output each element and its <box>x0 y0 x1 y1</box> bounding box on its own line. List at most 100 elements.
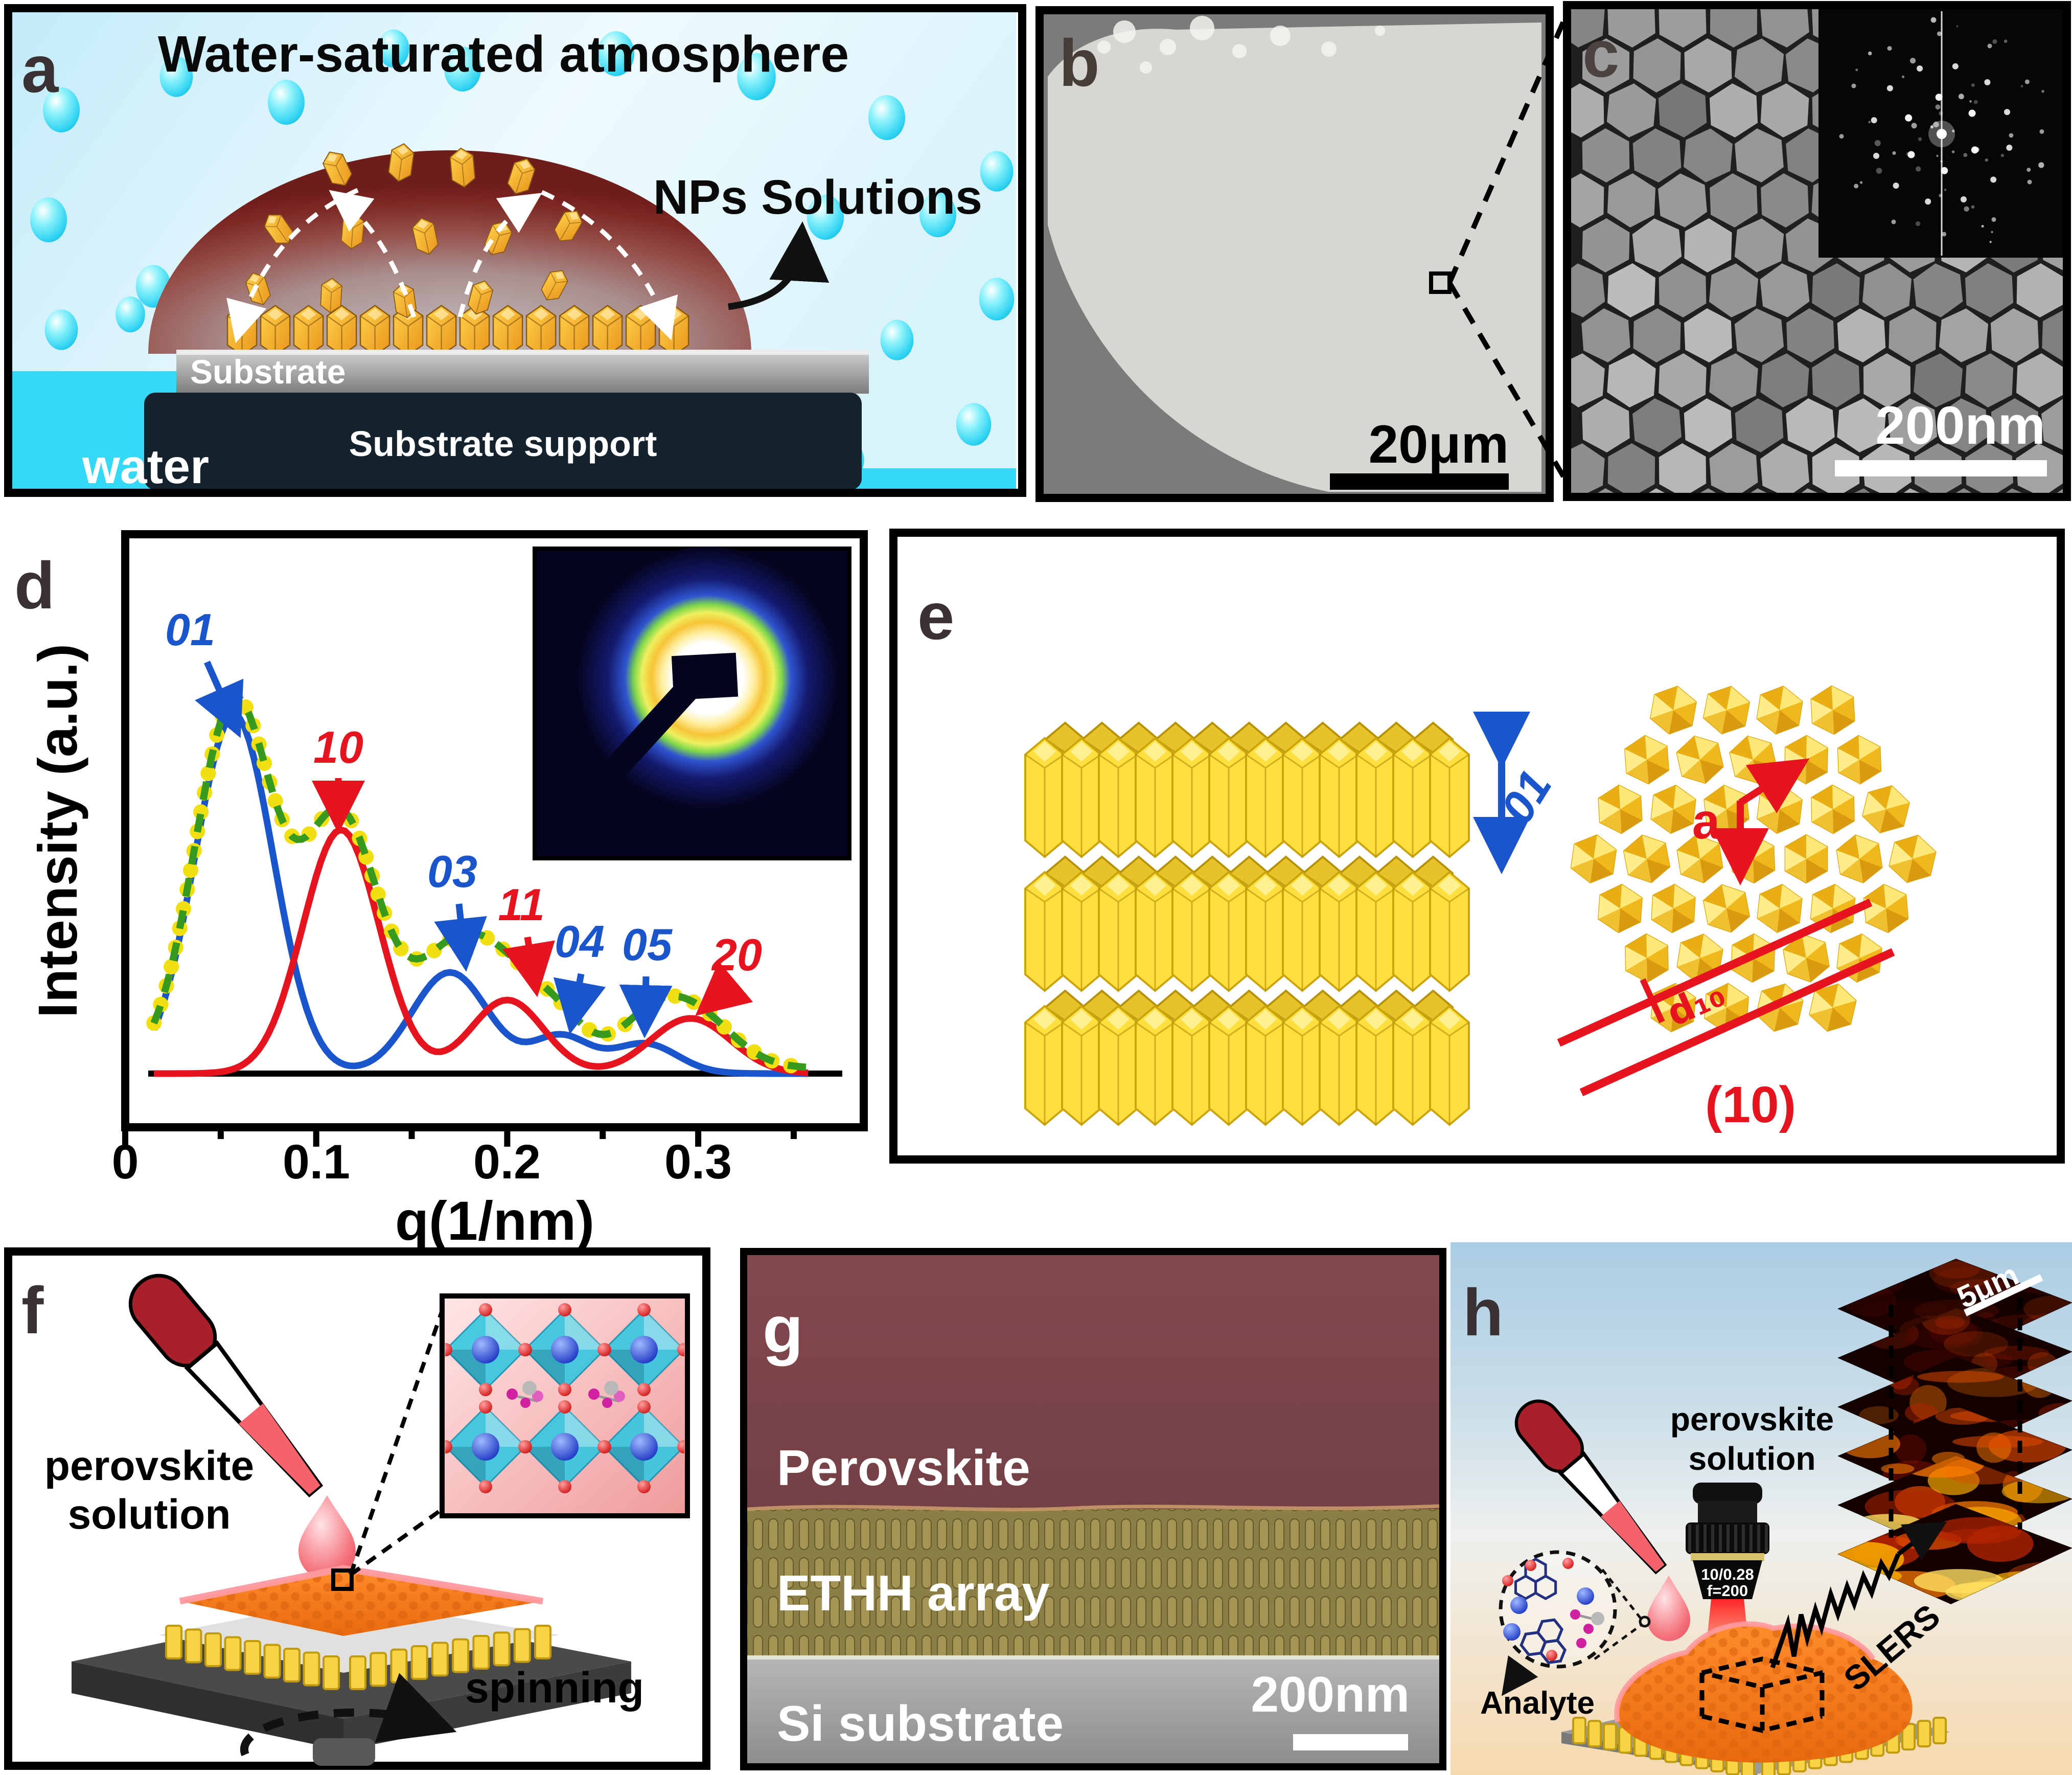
xtick-0.1: 0.1 <box>283 1135 350 1189</box>
nps-solutions-label: NPs Solutions <box>653 170 982 224</box>
x-axis-ticks <box>122 1127 797 1147</box>
analyte-molecules <box>1502 1558 1604 1667</box>
water-vapor-droplets <box>30 29 1015 480</box>
spectrum-to-stack-arrow <box>1897 1521 1947 1561</box>
lattice-vector-a-label: a <box>1692 793 1721 849</box>
panel-a-growth-schematic: a Water-saturated atmosphere NPs Solutio… <box>4 4 1026 497</box>
objective-spec-line1: 10/0.28 <box>1701 1565 1754 1583</box>
sem-speckles <box>1097 16 1385 74</box>
panel-h-slers-schematic: h perovskite solution 5μm 10/0.28 f=200 <box>1451 1242 2072 1775</box>
panel-b-scale-bar <box>1330 473 1509 490</box>
panel-f-label: f <box>21 1273 44 1348</box>
beamstop-arm <box>562 684 696 825</box>
inset-connector-f <box>349 1305 446 1577</box>
spinning-label: spinning <box>465 1664 644 1712</box>
substrate-support-block <box>144 393 862 490</box>
xtick-0.2: 0.2 <box>473 1135 541 1189</box>
panel-c-border <box>1563 1 2071 501</box>
panel-a-title: Water-saturated atmosphere <box>158 26 849 83</box>
peak-label-04: 04 <box>555 916 605 967</box>
panel-b-border <box>1035 6 1554 502</box>
analyte-magnifier-circle <box>1499 1550 1617 1669</box>
peak-label-10: 10 <box>313 722 363 772</box>
xtick-0: 0 <box>112 1135 139 1189</box>
convection-flow-arrows <box>226 188 678 344</box>
panel-c-label: c <box>1582 16 1619 91</box>
beamstop <box>671 652 739 700</box>
spinning-arrow <box>240 1673 457 1757</box>
sem-flake <box>1048 22 1541 492</box>
dropper-f <box>128 1273 324 1497</box>
analyte-point <box>1639 1615 1651 1628</box>
panel-h-label: h <box>1463 1275 1503 1350</box>
perovskite-solution-line1-f: perovskite <box>44 1443 254 1489</box>
zoom-marker-f <box>331 1568 354 1591</box>
substrate-support-label: Substrate support <box>349 424 657 464</box>
layered-prism-stack <box>1024 722 1470 1126</box>
x-axis-label: q(1/nm) <box>395 1190 594 1251</box>
y-axis-label: Intensity (a.u.) <box>27 644 88 1018</box>
panel-g-crosssection-sem: g Perovskite ETHH array Si substrate 200… <box>740 1248 1446 1770</box>
perovskite-layer-label: Perovskite <box>777 1440 1030 1496</box>
substrate-bar <box>176 355 869 394</box>
x-tick-labels: 0 0.1 0.2 0.3 <box>112 1135 732 1189</box>
panel-e-structure-model: e 01 a d₁₀ (10) <box>889 529 2065 1164</box>
panel-b-sem-overview: b 20μm <box>1035 6 1570 502</box>
peak-label-01: 01 <box>165 604 215 655</box>
panel-b-label: b <box>1059 26 1099 100</box>
lattice-vector-arrows <box>1712 758 1810 885</box>
stack-guide-dashes <box>1889 1298 2022 1538</box>
saxs-2d-inset <box>533 547 851 860</box>
perovskite-crystal-structure <box>445 1303 684 1493</box>
perovskite-ethh-interface <box>747 1504 1440 1512</box>
film-rim-h <box>1614 1621 1876 1723</box>
objective-lens: 10/0.28 f=200 <box>1686 1483 1769 1600</box>
panel-c-scale-text: 200nm <box>1875 396 2045 456</box>
stack-scale-bar <box>1964 1274 2043 1316</box>
objective-spec-line2: f=200 <box>1707 1582 1748 1600</box>
nps-solutions-pointer-arrow <box>728 221 830 310</box>
ethh-array-label: ETHH array <box>777 1565 1050 1621</box>
water-label: water <box>82 440 209 494</box>
peak-label-11: 11 <box>498 879 544 930</box>
ethh-pillars-f <box>165 1625 551 1690</box>
peak-label-20: 20 <box>711 929 762 980</box>
raman-spectrum-squiggle <box>1770 1553 1901 1669</box>
analyte-arrow <box>1501 1655 1538 1696</box>
perovskite-layer <box>747 1255 1439 1509</box>
panel-g-scale-bar <box>1293 1734 1408 1750</box>
droplet-f <box>298 1495 356 1580</box>
inset-frame-f <box>440 1293 690 1518</box>
peak-label-03: 03 <box>427 846 477 897</box>
plot-frame <box>121 530 868 1131</box>
substrate-label: Substrate <box>190 353 346 391</box>
droplet-h <box>1647 1576 1690 1641</box>
ethh-array-layer <box>747 1509 1439 1657</box>
analyte-label: Analyte <box>1480 1686 1595 1721</box>
plane-10-label: (10) <box>1705 1076 1796 1133</box>
perovskite-solution-line1-h: perovskite <box>1670 1401 1834 1438</box>
spincoater-stem <box>313 1738 375 1766</box>
panel-f-spincoating-schematic: f perovskite solution spinning <box>4 1247 710 1770</box>
fft-spots <box>1839 17 2044 243</box>
solution-droplet-dome <box>148 150 751 354</box>
si-substrate-label: Si substrate <box>777 1695 1064 1751</box>
panel-b-scale-text: 20μm <box>1369 415 1509 474</box>
panel-c-sem-closeup: c 200nm <box>1563 1 2071 501</box>
perovskite-solution-line2-h: solution <box>1689 1440 1816 1477</box>
perovskite-solution-line2-f: solution <box>68 1491 231 1538</box>
panel-e-label: e <box>917 579 954 653</box>
lattice-plane-lines <box>1557 898 1895 1097</box>
panel-g-border <box>740 1248 1446 1770</box>
panel-d-label: d <box>14 548 55 623</box>
panel-g-label: g <box>763 1292 803 1367</box>
panel-g-scale-text: 200nm <box>1251 1666 1410 1722</box>
dropper-h <box>1514 1399 1667 1575</box>
peak-label-05: 05 <box>622 919 673 970</box>
probed-volume-dashed-box <box>1699 1656 1825 1733</box>
panel-c-scale-bar <box>1835 460 2047 476</box>
objective-knurl <box>1688 1524 1768 1552</box>
